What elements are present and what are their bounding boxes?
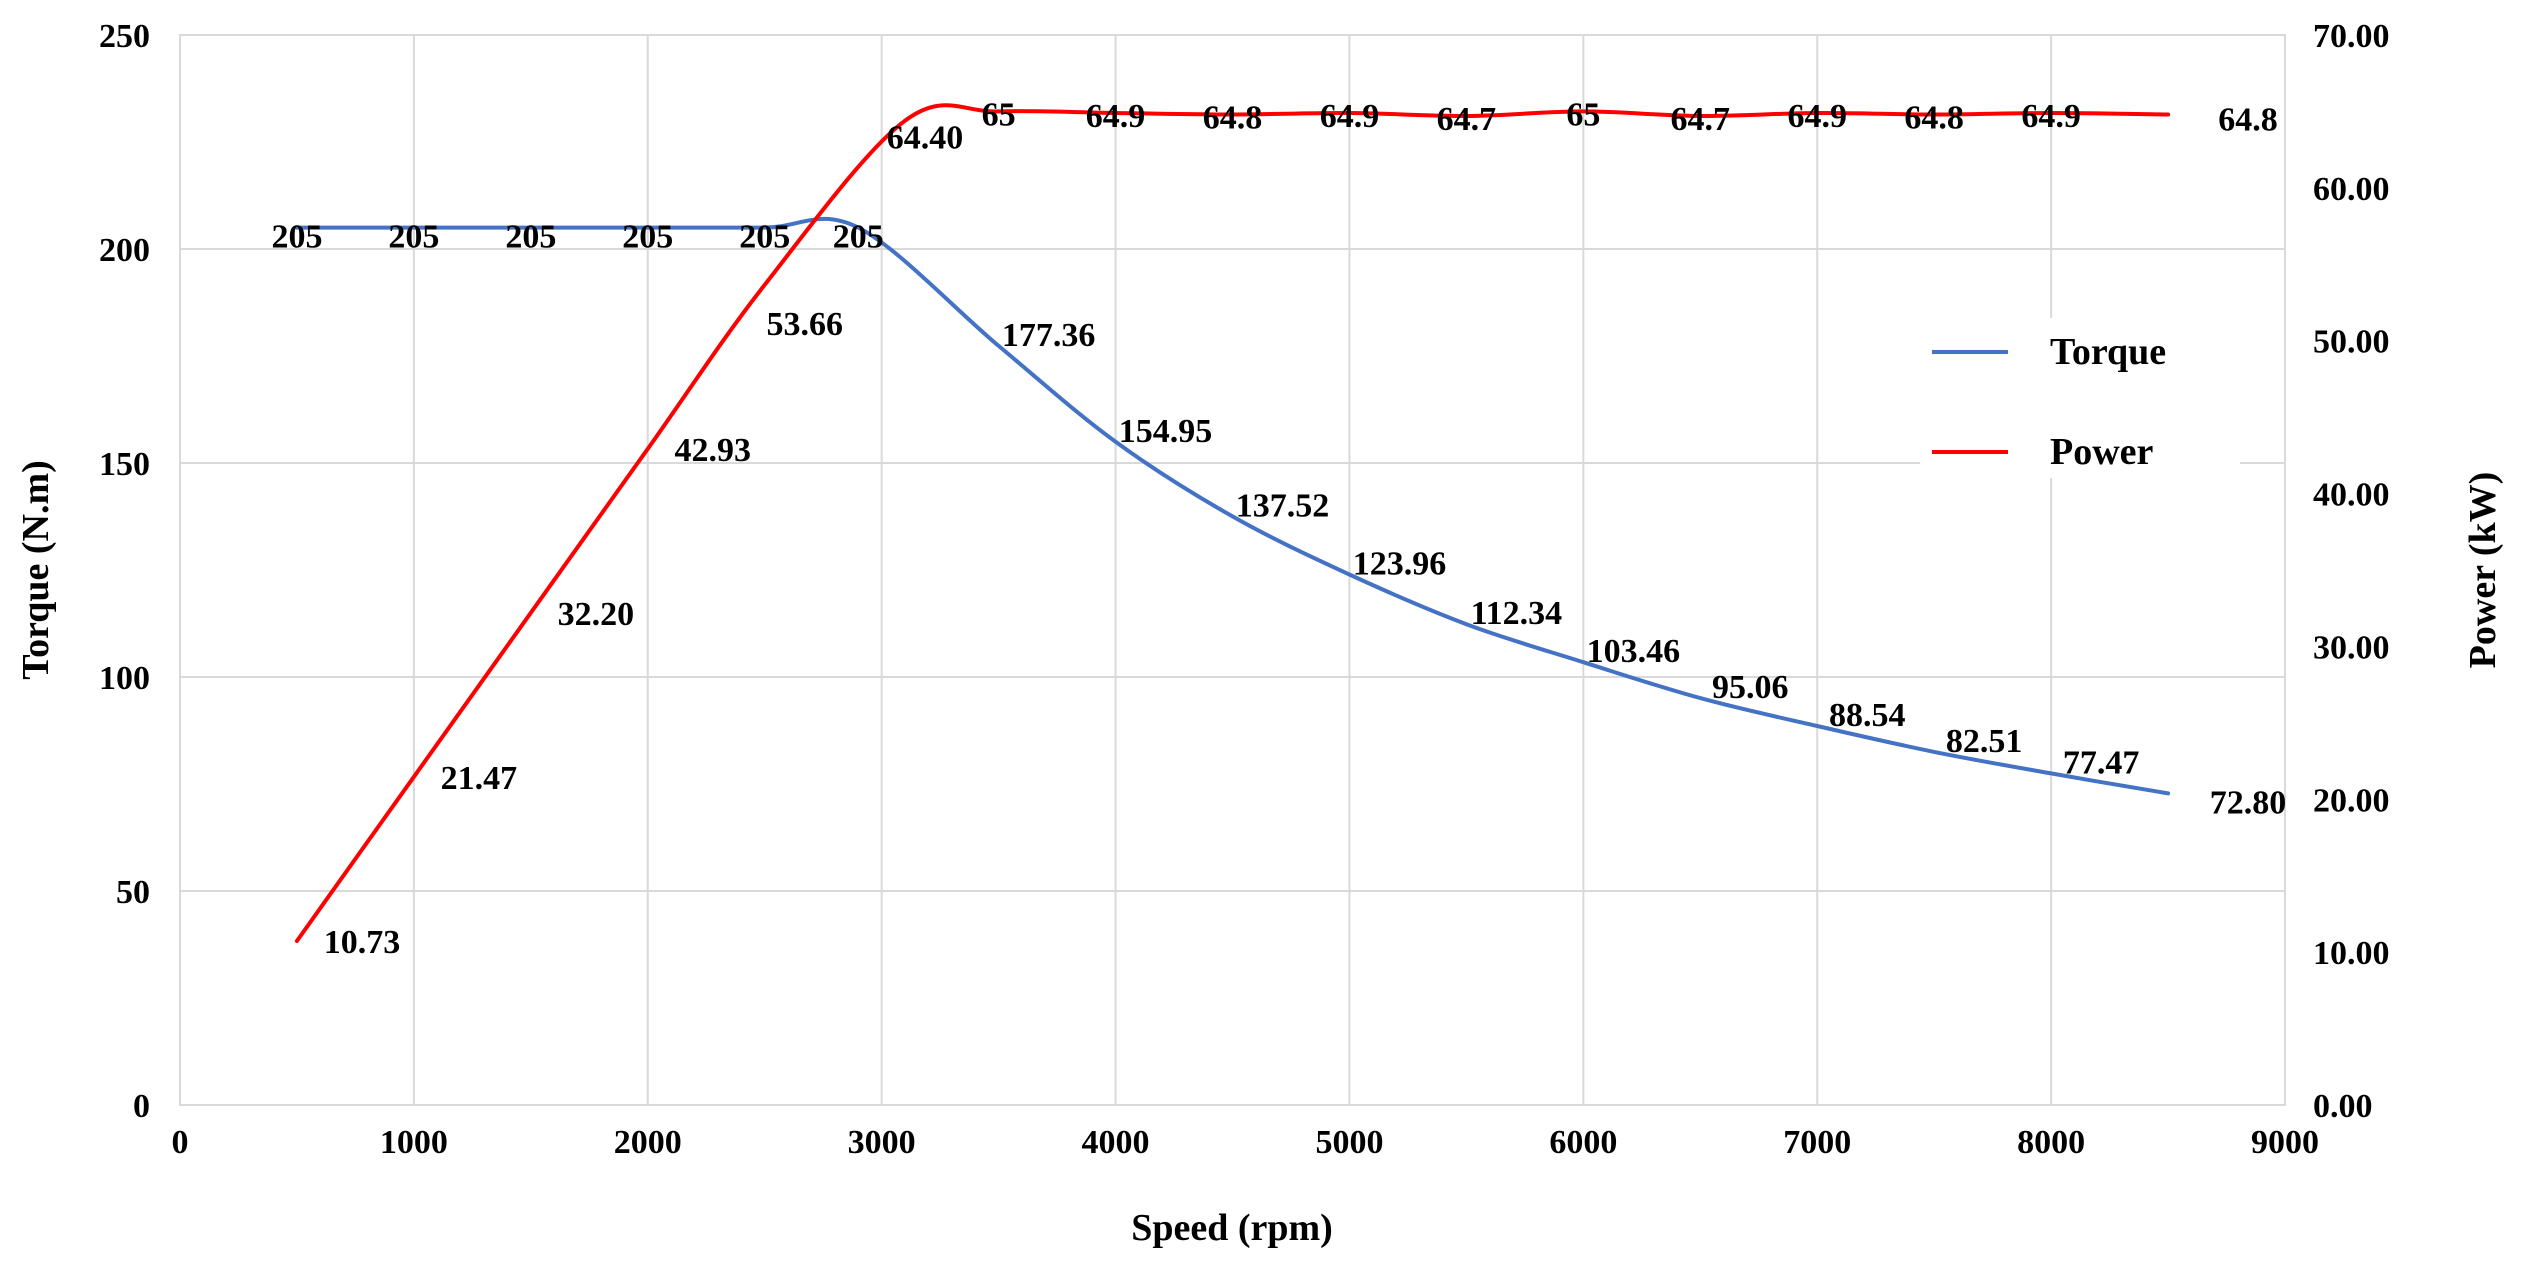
torque-data-label: 112.34 (1471, 595, 1563, 632)
power-data-label: 64.9 (1086, 98, 1146, 135)
power-data-label: 64.7 (1671, 101, 1731, 138)
x-tick-label: 9000 (2251, 1124, 2319, 1161)
torque-data-label: 154.95 (1119, 413, 1213, 450)
y2-tick-label: 50.00 (2313, 324, 2390, 361)
torque-data-label: 103.46 (1587, 633, 1681, 670)
torque-data-label: 177.36 (1002, 317, 1096, 354)
y-tick-label: 250 (99, 18, 150, 55)
power-data-label: 65 (1566, 96, 1600, 133)
power-data-label: 64.9 (2021, 98, 2081, 135)
y2-tick-label: 70.00 (2313, 18, 2390, 55)
x-tick-label: 8000 (2017, 1124, 2085, 1161)
power-data-label: 64.7 (1437, 101, 1497, 138)
torque-data-label: 205 (833, 219, 884, 256)
y2-tick-label: 20.00 (2313, 782, 2390, 819)
torque-series-line (294, 216, 2171, 796)
y2-tick-label: 60.00 (2313, 171, 2390, 208)
power-data-label: 53.66 (766, 306, 843, 343)
x-tick-label: 7000 (1783, 1124, 1851, 1161)
y-tick-label: 50 (116, 874, 150, 911)
power-data-label: 42.93 (675, 432, 752, 469)
x-axis-title: Speed (rpm) (1131, 1207, 1333, 1249)
y2-tick-label: 0.00 (2313, 1088, 2373, 1125)
power-data-label: 64.8 (2218, 101, 2278, 138)
torque-data-label: 77.47 (2063, 744, 2140, 781)
power-data-label: 64.40 (887, 120, 964, 157)
x-tick-label: 3000 (848, 1124, 916, 1161)
torque-data-label: 205 (388, 219, 439, 256)
power-data-label: 21.47 (441, 760, 518, 797)
torque-data-label: 205 (622, 219, 673, 256)
power-series-line (294, 103, 2171, 943)
y2-axis-title: Power (kW) (2462, 472, 2504, 669)
torque-data-label: 72.80 (2210, 784, 2287, 821)
x-axis-ticks: 0 1000 2000 3000 4000 5000 6000 7000 8000 9000 (172, 1124, 2320, 1161)
y2-tick-label: 30.00 (2313, 629, 2390, 666)
legend-power-label: Power (2050, 431, 2154, 473)
y-axis-title: Torque (N.m) (15, 460, 57, 680)
torque-data-label: 95.06 (1712, 669, 1789, 706)
y-tick-label: 100 (99, 660, 150, 697)
torque-data-label: 205 (739, 219, 790, 256)
power-data-label: 65 (982, 96, 1016, 133)
x-tick-label: 6000 (1549, 1124, 1617, 1161)
torque-data-label: 88.54 (1829, 697, 1906, 734)
y-axis-ticks: 0 50 100 150 200 250 (99, 18, 150, 1125)
grid (179, 34, 2286, 1106)
legend-torque-label: Torque (2050, 331, 2166, 373)
torque-data-label: 82.51 (1946, 723, 2023, 760)
plot-area-frame (179, 34, 2286, 1106)
y2-axis-ticks: 0.00 10.00 20.00 30.00 40.00 50.00 60.00 70.00 (2313, 18, 2390, 1125)
x-tick-label: 1000 (380, 1124, 448, 1161)
power-data-label: 32.20 (558, 596, 635, 633)
power-data-label: 64.9 (1787, 98, 1847, 135)
y-tick-label: 150 (99, 446, 150, 483)
x-tick-label: 2000 (614, 1124, 682, 1161)
torque-data-label: 137.52 (1236, 487, 1330, 524)
x-tick-label: 4000 (1082, 1124, 1150, 1161)
x-tick-label: 0 (172, 1124, 189, 1161)
x-tick-label: 5000 (1315, 1124, 1383, 1161)
torque-data-label: 205 (505, 219, 556, 256)
power-data-label: 64.8 (1904, 99, 1964, 136)
torque-data-label: 205 (271, 219, 322, 256)
power-data-label: 10.73 (324, 924, 401, 961)
y2-tick-label: 40.00 (2313, 477, 2390, 514)
y2-tick-label: 10.00 (2313, 935, 2390, 972)
power-data-label: 64.8 (1203, 99, 1263, 136)
power-data-labels: 10.73 21.47 32.20 42.93 53.66 64.40 65 64.9 64.8… (324, 96, 2278, 961)
torque-data-labels: 205 205 205 205 205 205 177.36 154.95 137.52 123.… (271, 219, 2286, 822)
y-tick-label: 0 (133, 1088, 150, 1125)
torque-data-label: 123.96 (1353, 545, 1447, 582)
legend: Torque Power (1920, 318, 2240, 478)
power-data-label: 64.9 (1320, 98, 1380, 135)
y-tick-label: 200 (99, 232, 150, 269)
